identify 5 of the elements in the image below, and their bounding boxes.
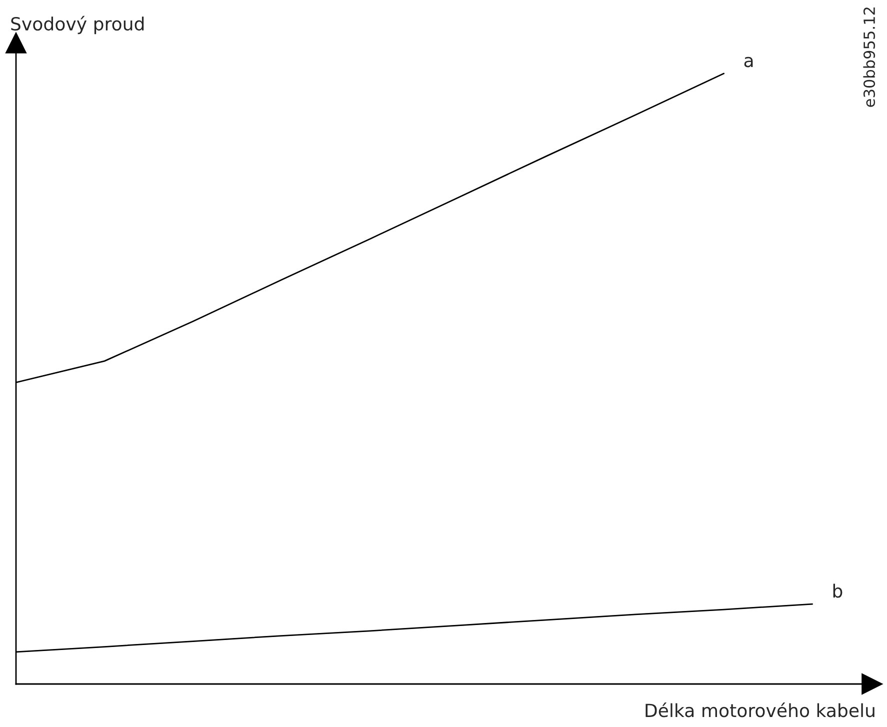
series-label: b [833,584,842,598]
annotation: e30bb955.12 [863,8,876,107]
series-label: a [744,56,753,68]
x-axis-title: Délka motorového kabelu [646,702,874,718]
y-axis-title: Svodový proud [11,16,144,34]
